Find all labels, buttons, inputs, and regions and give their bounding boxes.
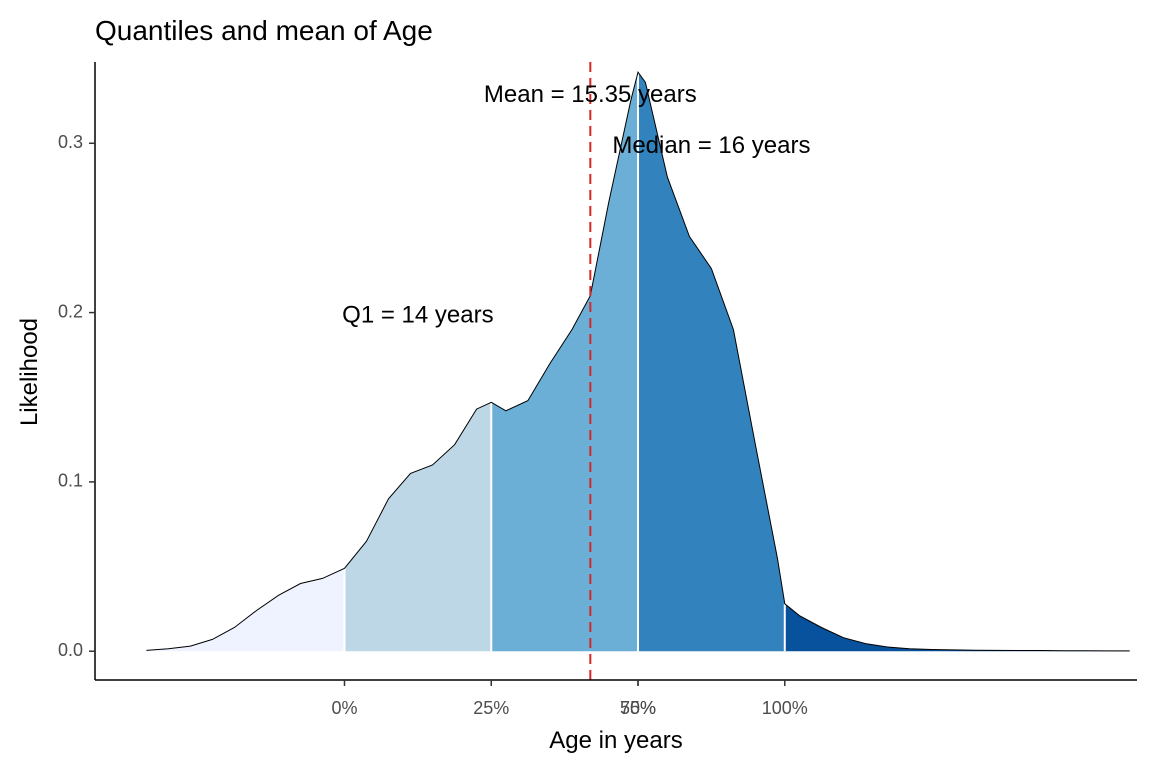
- annotation-2: Q1 = 14 years: [342, 301, 493, 328]
- plot-area: Mean = 15.35 years Median = 16 years Q1 = …: [146, 62, 1130, 680]
- density-segment-4: [784, 603, 1130, 652]
- axes: 0.0 0.1 0.2 0.3 0% 25% 50%75% 100%: [58, 62, 1137, 718]
- density-curve: [146, 71, 1130, 652]
- annotation-1: Median = 16 years: [612, 132, 810, 159]
- y-tick-label-1: 0.1: [58, 471, 83, 491]
- annotation-0: Mean = 15.35 years: [484, 81, 697, 108]
- x-tick-label-2: 50%: [620, 698, 656, 718]
- density-segment-3: [638, 72, 785, 652]
- x-tick-label-3: 75%: [620, 698, 656, 718]
- density-segment-0: [146, 568, 345, 652]
- x-tick-label-4: 100%: [762, 698, 808, 718]
- y-tick-label-3: 0.3: [58, 132, 83, 152]
- y-tick-label-2: 0.2: [58, 301, 83, 321]
- density-segment-2: [491, 72, 638, 652]
- x-tick-label-0: 0%: [331, 698, 357, 718]
- chart-title: Quantiles and mean of Age: [95, 15, 433, 46]
- x-axis-title: Age in years: [549, 727, 682, 754]
- y-axis-title: Likelihood: [16, 318, 43, 426]
- y-tick-label-0: 0.0: [58, 640, 83, 660]
- x-tick-label-1: 25%: [473, 698, 509, 718]
- density-segment-1: [344, 402, 492, 652]
